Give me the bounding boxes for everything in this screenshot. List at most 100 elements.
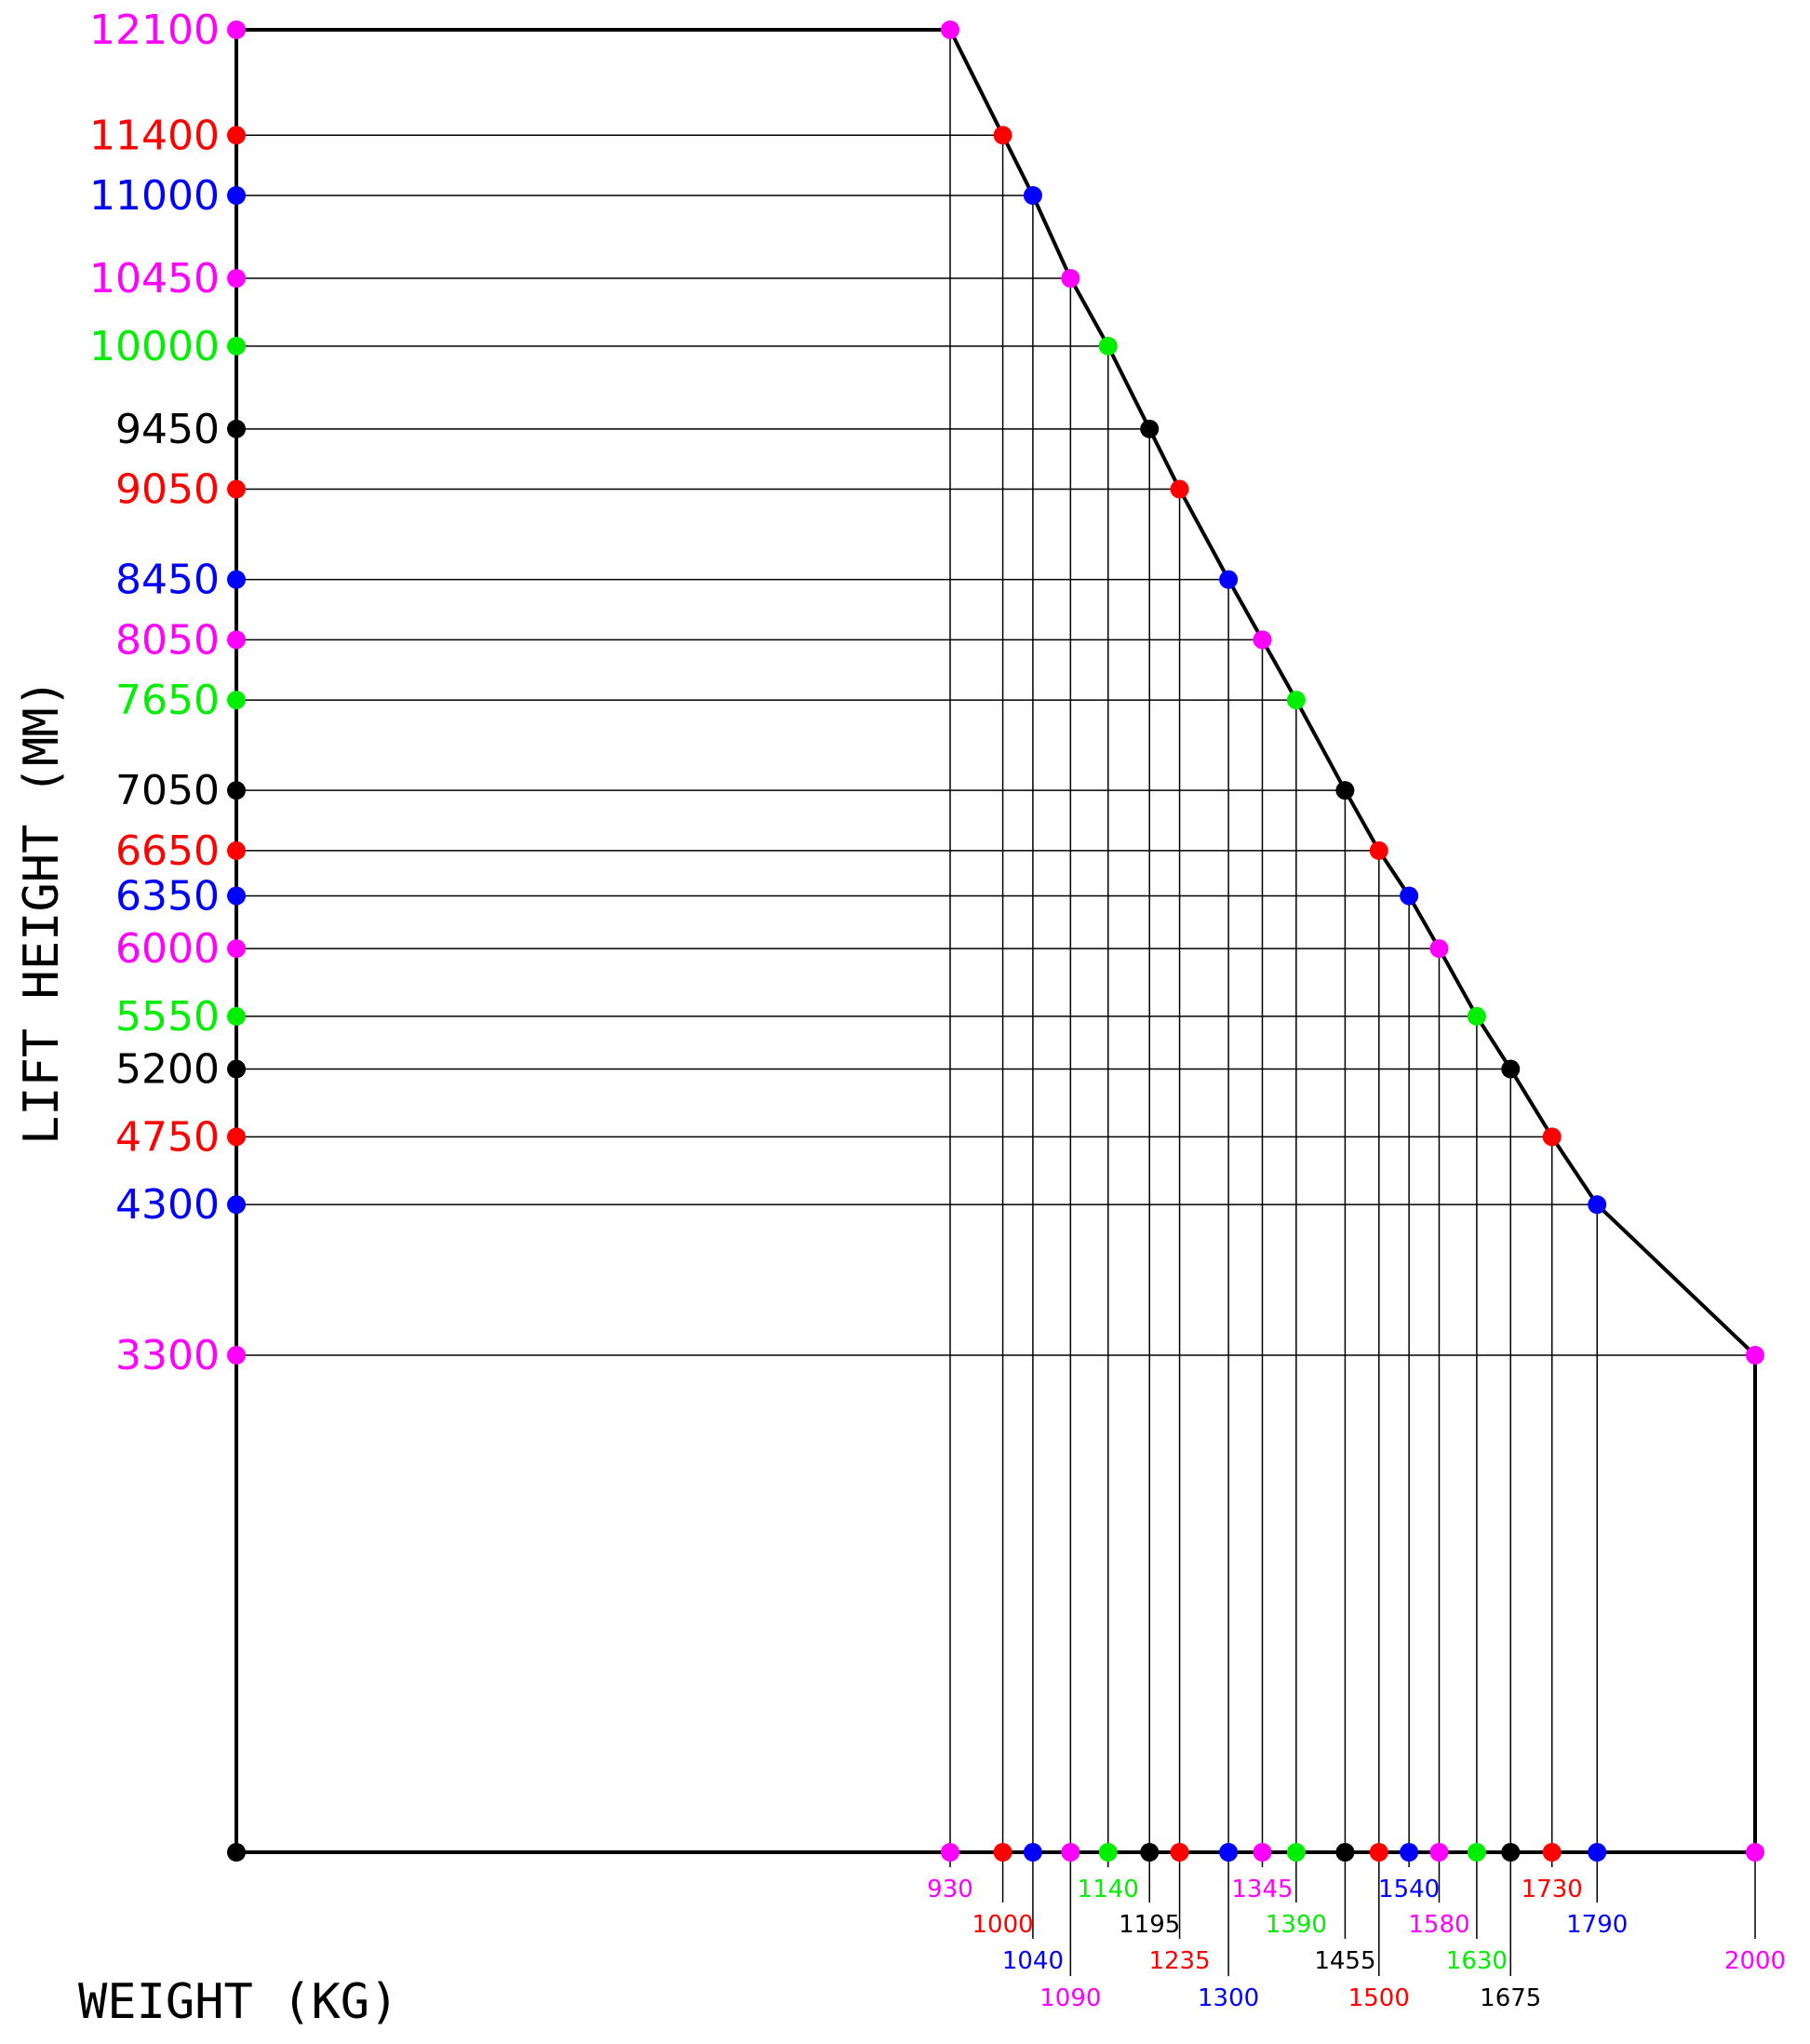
x-axis-point (1253, 1843, 1272, 1862)
x-axis-point (1542, 1843, 1562, 1862)
x-axis-point (1429, 1843, 1449, 1862)
y-tick-label: 5550 (115, 993, 220, 1041)
x-tick-label: 1500 (1348, 1984, 1410, 2012)
x-axis-point (1467, 1843, 1486, 1862)
x-axis-point (1335, 1843, 1355, 1862)
y-axis-point (227, 886, 246, 906)
x-tick-label: 1300 (1198, 1984, 1259, 2012)
x-tick-label: 1090 (1039, 1984, 1101, 2012)
curve-point (1501, 1059, 1521, 1079)
y-tick-label: 3300 (115, 1332, 220, 1379)
x-tick-label: 1140 (1078, 1876, 1139, 1903)
y-tick-label: 6350 (115, 872, 220, 920)
origin-point (227, 1843, 246, 1862)
curve-point (1098, 336, 1118, 356)
y-tick-label: 6000 (115, 925, 220, 973)
y-axis-point (227, 479, 246, 499)
x-tick-label: 1345 (1231, 1876, 1293, 1903)
y-axis-point (227, 570, 246, 589)
curve-point (1400, 886, 1419, 906)
y-tick-label: 10450 (89, 255, 220, 303)
y-axis-point (227, 1195, 246, 1215)
y-tick-label: 8050 (115, 616, 220, 664)
x-axis-point (1061, 1843, 1080, 1862)
y-axis-point (227, 1006, 246, 1026)
x-tick-label: 930 (927, 1876, 973, 1903)
x-tick-label: 1630 (1446, 1947, 1508, 1975)
x-axis-point (1098, 1843, 1118, 1862)
curve-point (1219, 570, 1239, 589)
curve-point (1746, 1346, 1764, 1365)
x-axis-point (1140, 1843, 1160, 1862)
x-axis-title: WEIGHT (KG) (78, 1974, 398, 2030)
x-axis-point (1369, 1843, 1388, 1862)
curve-point (1335, 781, 1355, 800)
curve-point (1023, 186, 1042, 205)
x-tick-label: 1580 (1408, 1911, 1469, 1939)
curve-point (1253, 630, 1272, 650)
y-axis-point (227, 691, 246, 710)
y-tick-label: 7050 (115, 767, 220, 814)
curve-point (1369, 840, 1388, 860)
y-tick-label: 12100 (89, 7, 220, 54)
x-tick-label: 1235 (1148, 1947, 1210, 1975)
x-axis-point (1170, 1843, 1189, 1862)
x-axis-point (1286, 1843, 1306, 1862)
x-tick-label: 1040 (1002, 1947, 1064, 1975)
y-axis-point (227, 419, 246, 438)
x-tick-label: 1000 (972, 1911, 1034, 1939)
curve-point (1542, 1127, 1562, 1147)
x-axis-point (1219, 1843, 1239, 1862)
curve-point (1286, 691, 1306, 710)
x-tick-label: 1675 (1480, 1984, 1541, 2012)
y-tick-label: 10000 (89, 323, 220, 370)
x-axis-point (1588, 1843, 1607, 1862)
curve-point (1588, 1195, 1607, 1215)
x-axis-point (941, 1843, 959, 1862)
y-axis-point (227, 1127, 246, 1147)
load-curve (235, 28, 1757, 1854)
y-tick-label: 4750 (115, 1113, 220, 1161)
x-tick-label: 1455 (1314, 1947, 1375, 1975)
x-axis-point (1501, 1843, 1521, 1862)
y-tick-label: 9450 (115, 406, 220, 453)
y-axis-point (227, 269, 246, 288)
curve-point (1429, 939, 1449, 959)
y-axis-point (227, 840, 246, 860)
y-tick-label: 5200 (115, 1046, 220, 1094)
x-axis-point (1023, 1843, 1042, 1862)
y-axis-point (227, 1059, 246, 1079)
y-tick-label: 11000 (89, 172, 220, 220)
curve-point (941, 20, 959, 39)
x-axis-point (1400, 1843, 1419, 1862)
y-axis-point (227, 126, 246, 145)
y-axis-point (227, 630, 246, 650)
y-axis-point (227, 939, 246, 959)
curve-point (1170, 479, 1189, 499)
y-axis-point (227, 186, 246, 205)
curve-point (993, 126, 1012, 145)
y-tick-label: 7650 (115, 677, 220, 724)
x-tick-label: 1730 (1522, 1876, 1583, 1903)
curve-point (1467, 1006, 1486, 1026)
y-tick-label: 4300 (115, 1181, 220, 1229)
y-axis-title: LIFT HEIGHT (MM) (14, 679, 70, 1145)
y-tick-label: 6650 (115, 827, 220, 875)
y-tick-label: 9050 (115, 466, 220, 514)
x-tick-label: 1540 (1378, 1876, 1440, 1903)
curve-point (1061, 269, 1080, 288)
x-tick-label: 2000 (1724, 1947, 1786, 1975)
y-axis-point (227, 1346, 246, 1365)
curve-point (1140, 419, 1160, 438)
y-axis-point (227, 781, 246, 800)
x-axis-point (993, 1843, 1012, 1862)
y-tick-label: 11400 (89, 112, 220, 159)
x-tick-label: 1790 (1566, 1911, 1628, 1939)
x-tick-label: 1390 (1266, 1911, 1327, 1939)
y-axis-point (227, 20, 246, 39)
x-axis-point (1746, 1843, 1764, 1862)
x-tick-label: 1195 (1119, 1911, 1180, 1939)
y-axis-point (227, 336, 246, 356)
y-tick-label: 8450 (115, 557, 220, 604)
